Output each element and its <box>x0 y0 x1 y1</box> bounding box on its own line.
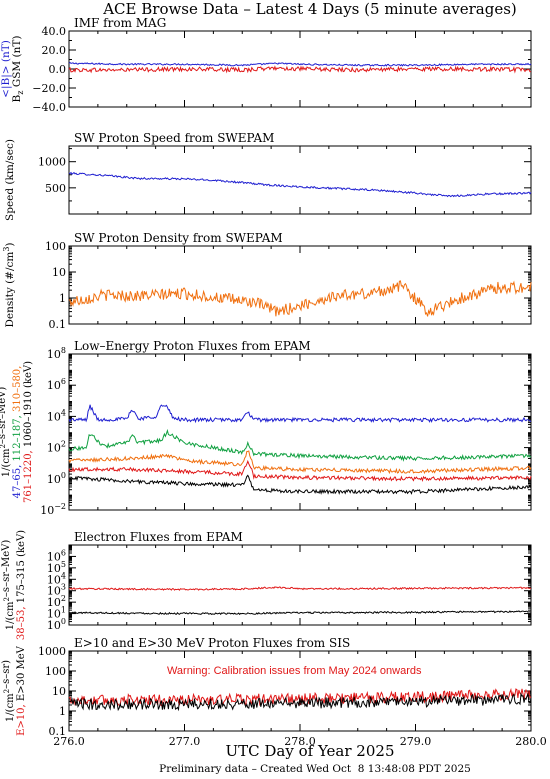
y-tick-label: 101 <box>47 606 66 621</box>
y-axis-label-line: 1/(cm2–s–sr–MeV) <box>0 387 12 478</box>
x-axis-label: UTC Day of Year 2025 <box>225 742 395 760</box>
series-line-3 <box>68 450 532 475</box>
series-line-4 <box>68 459 532 482</box>
y-tick-label: 1000 <box>38 156 66 169</box>
panel-3: 0.1 1 10 100 SW Proton Density from SWEPAM De… <box>2 231 532 331</box>
y-tick-label: 106 <box>47 548 66 563</box>
y-tick-label: 102 <box>47 594 66 609</box>
y-tick-label: 100 <box>47 617 66 632</box>
warning-annotation: Warning: Calibration issues from May 202… <box>167 665 422 677</box>
y-axis-label-2: Bz GSM (nT) <box>11 36 25 103</box>
series-line-2 <box>68 692 532 712</box>
series-line-1 <box>68 404 532 424</box>
y-tick-label: 100 <box>45 240 66 253</box>
x-tick-label: 279.0 <box>400 735 432 748</box>
y-axis-label: Speed (km/sec) <box>4 139 16 221</box>
x-tick-label: 277.0 <box>169 735 201 748</box>
y-tick-label: 102 <box>47 440 66 455</box>
panel-1: −40.0 −20.0 0.0 20.0 40.0 IMF from MAG <|B|> (… <box>0 16 532 114</box>
y-tick-label: 1 <box>59 292 66 305</box>
series-line-1 <box>68 62 532 67</box>
y-tick-label: 104 <box>47 408 66 423</box>
y-axis-label: Density (#/cm3) <box>2 242 16 327</box>
y-axis-label: <|B|> (nT) <box>0 40 13 98</box>
series-line-2 <box>68 65 532 74</box>
y-tick-label: 500 <box>45 182 66 195</box>
panel-title: SW Proton Speed from SWEPAM <box>74 131 274 145</box>
panel-2: 500 1000 SW Proton Speed from SWEPAM Speed … <box>4 131 532 221</box>
y-tick-label: −20.0 <box>32 82 66 95</box>
y-tick-label: −40.0 <box>32 101 66 114</box>
series-line-1 <box>68 586 532 591</box>
plot-frame <box>68 353 532 511</box>
series-line-1 <box>68 280 532 317</box>
panel-title: Low–Energy Proton Fluxes from EPAM <box>74 339 311 353</box>
series-line-2 <box>68 610 532 616</box>
y-tick-label: 105 <box>47 560 66 575</box>
y-tick-label: 10−2 <box>40 502 66 517</box>
y-axis-label-line: 1/(cm2–s–sr–MeV) <box>1 540 16 631</box>
y-axis-label-line: 1/(cm2–s–sr) <box>1 660 16 722</box>
y-tick-label: 0.1 <box>49 725 67 738</box>
y-tick-label: 100 <box>45 665 66 678</box>
x-tick-label: 276.0 <box>53 735 85 748</box>
y-tick-label: 108 <box>47 346 66 361</box>
series-line-1 <box>68 171 532 198</box>
y-tick-label: 1 <box>59 705 66 718</box>
y-axis-label-line: 761–1220, 1060–1910 (keV) <box>23 361 34 503</box>
panel-title: Electron Fluxes from EPAM <box>74 530 243 544</box>
y-tick-label: 103 <box>47 583 66 598</box>
x-tick-label: 280.0 <box>515 735 547 748</box>
plot-frame <box>68 145 532 215</box>
y-tick-label: 40.0 <box>42 25 67 38</box>
y-tick-label: 0.0 <box>49 63 67 76</box>
plot-frame <box>68 245 532 325</box>
series-line-5 <box>68 474 532 495</box>
y-axis-label-line: 47–65, 112–187, 310–580, <box>12 366 23 499</box>
panel-4: 10−2 100 102 104 106 108 Low–Energy Proton Flu… <box>0 339 532 517</box>
y-tick-label: 10 <box>52 266 66 279</box>
y-tick-label: 100 <box>47 471 66 486</box>
panel-title: E>10 and E>30 MeV Proton Fluxes from SIS <box>74 636 350 650</box>
y-tick-label: 1000 <box>38 645 66 658</box>
panel-title: SW Proton Density from SWEPAM <box>74 231 283 245</box>
y-tick-label: 10 <box>52 685 66 698</box>
y-tick-label: 0.1 <box>49 318 67 331</box>
footer-note: Preliminary data – Created Wed Oct 8 13:… <box>159 763 471 775</box>
x-tick-label: 278.0 <box>284 735 316 748</box>
y-axis-label-line: 38–53, 175–315 (keV) <box>16 530 27 640</box>
panel-6: 0.1 1 10 100 1000 E>10 and E>30 MeV Proton Fl… <box>1 636 547 748</box>
y-tick-label: 106 <box>47 377 66 392</box>
panel-title: IMF from MAG <box>74 16 166 30</box>
y-tick-label: 104 <box>47 571 66 586</box>
series-line-1 <box>68 687 532 707</box>
y-tick-label: 20.0 <box>42 44 67 57</box>
figure-title: ACE Browse Data – Latest 4 Days (5 minut… <box>103 0 517 18</box>
y-axis-label-line: E>10, E>30 MeV <box>16 645 27 736</box>
series-line-2 <box>68 428 532 462</box>
